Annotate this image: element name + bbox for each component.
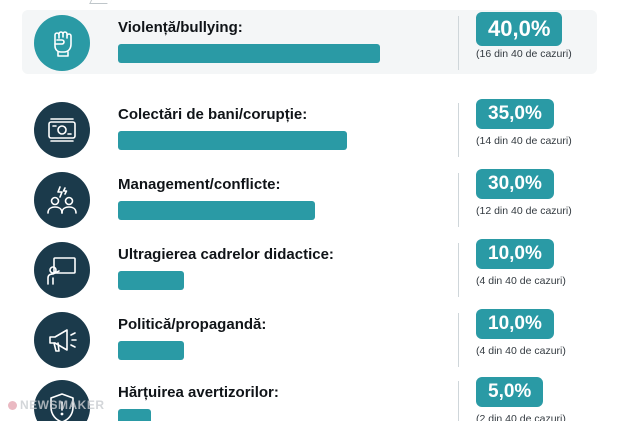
fist-icon — [34, 15, 90, 71]
chart-row: Hărțuirea avertizorilor: 5,0% (2 din 40 de… — [22, 375, 597, 421]
divider — [458, 173, 459, 227]
divider — [458, 381, 459, 421]
bar-track — [118, 341, 438, 360]
bar — [118, 201, 315, 220]
category-label: Management/conflicte: — [118, 176, 281, 193]
bar-track — [118, 131, 438, 150]
bar-track — [118, 44, 438, 63]
case-count-label: (4 din 40 de cazuri) — [476, 275, 566, 287]
watermark-logo-icon — [8, 401, 17, 410]
percent-badge: 5,0% — [476, 377, 544, 407]
money-icon — [34, 102, 90, 158]
case-count-label: (14 din 40 de cazuri) — [476, 135, 572, 147]
bar-track — [118, 201, 438, 220]
category-label: Colectări de bani/corupție: — [118, 106, 308, 123]
bar — [118, 131, 347, 150]
conflict-icon — [34, 172, 90, 228]
watermark: NEWSMAKER — [8, 398, 105, 412]
shield-alert-icon — [34, 380, 90, 421]
bar — [118, 44, 380, 63]
percent-badge: 40,0% — [476, 12, 563, 46]
bar — [118, 409, 151, 421]
teacher-board-icon — [34, 242, 90, 298]
percent-badge: 35,0% — [476, 99, 554, 129]
megaphone-icon — [34, 312, 90, 368]
bar — [118, 271, 184, 290]
case-count-label: (2 din 40 de cazuri) — [476, 413, 566, 421]
divider — [458, 103, 459, 157]
case-count-label: (4 din 40 de cazuri) — [476, 345, 566, 357]
category-label: Hărțuirea avertizorilor: — [118, 384, 279, 401]
category-label: Politică/propagandă: — [118, 316, 267, 333]
percent-badge: 10,0% — [476, 309, 554, 339]
bar-track — [118, 271, 438, 290]
chart-row: Violență/bullying: 40,0% (16 din 40 de caz… — [22, 10, 597, 74]
percent-badge: 30,0% — [476, 169, 554, 199]
chart-row: Politică/propagandă: 10,0% (4 din 40 de ca… — [22, 307, 597, 371]
case-count-label: (16 din 40 de cazuri) — [476, 48, 572, 60]
category-label: Ultragierea cadrelor didactice: — [118, 246, 334, 263]
chart-row: Management/conflicte: 30,0% (12 din 40 de … — [22, 167, 597, 231]
category-label: Violență/bullying: — [118, 19, 243, 36]
divider — [458, 313, 459, 367]
chart-row: Colectări de bani/corupție: 35,0% (14 din … — [22, 97, 597, 161]
divider — [458, 16, 459, 70]
watermark-text: NEWSMAKER — [20, 398, 105, 412]
bar-track — [118, 409, 438, 421]
percent-badge: 10,0% — [476, 239, 554, 269]
divider — [458, 243, 459, 297]
bar — [118, 341, 184, 360]
pointer-notch — [89, 0, 113, 4]
case-count-label: (12 din 40 de cazuri) — [476, 205, 572, 217]
chart-row: Ultragierea cadrelor didactice: 10,0% (4 d… — [22, 237, 597, 301]
